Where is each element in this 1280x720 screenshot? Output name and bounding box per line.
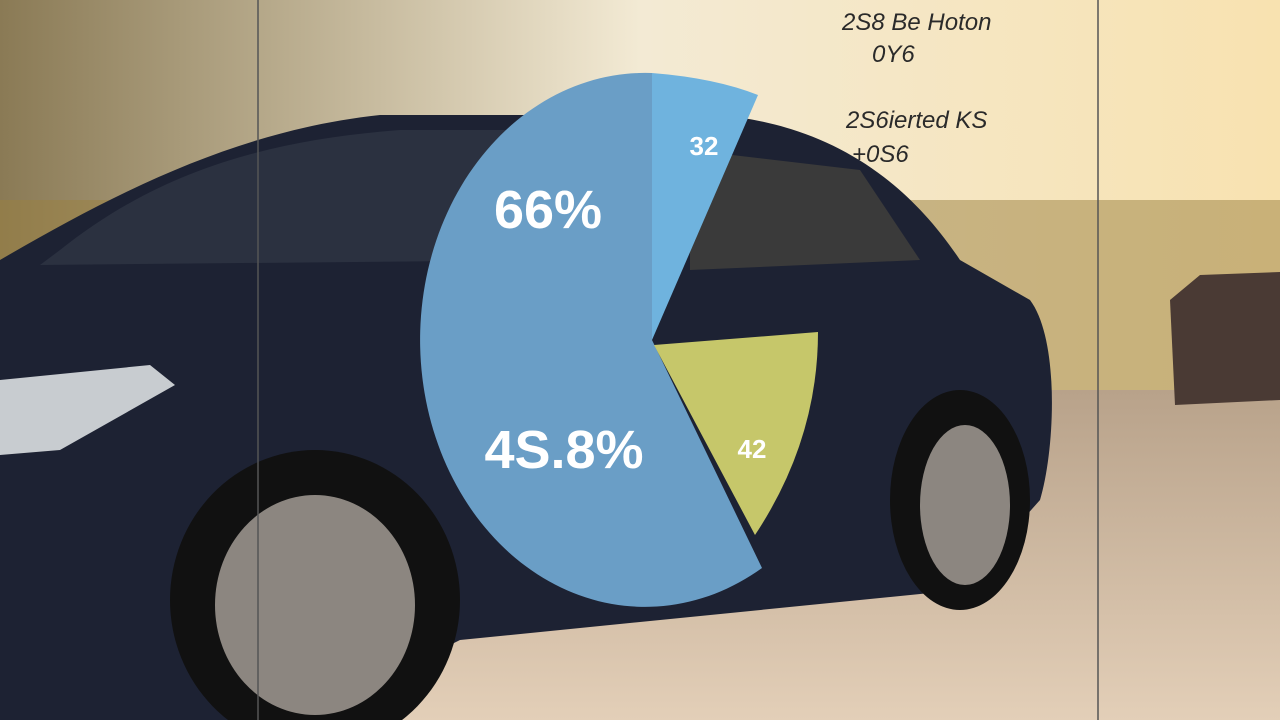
overlay-label: +0S6 <box>852 141 909 168</box>
pie-label: 66% <box>494 180 602 240</box>
pie-label: 42 <box>738 434 767 464</box>
car-window-rear <box>690 150 920 270</box>
pie-slice <box>654 332 818 535</box>
overlay-label: 2S8 Be Hoton <box>841 9 991 36</box>
front-rim <box>215 495 415 715</box>
overlay-label: 2S6ierted KS <box>845 107 987 134</box>
pie-slice <box>420 72 762 607</box>
background-car <box>1170 272 1280 405</box>
overlay-label: 0Y6 <box>872 41 915 68</box>
rear-rim <box>920 425 1010 585</box>
car-window <box>40 130 560 265</box>
pie-label: 4S.8% <box>484 420 643 480</box>
headlight <box>0 365 175 455</box>
pie-label: 32 <box>690 131 719 161</box>
pie-slice <box>652 73 758 340</box>
